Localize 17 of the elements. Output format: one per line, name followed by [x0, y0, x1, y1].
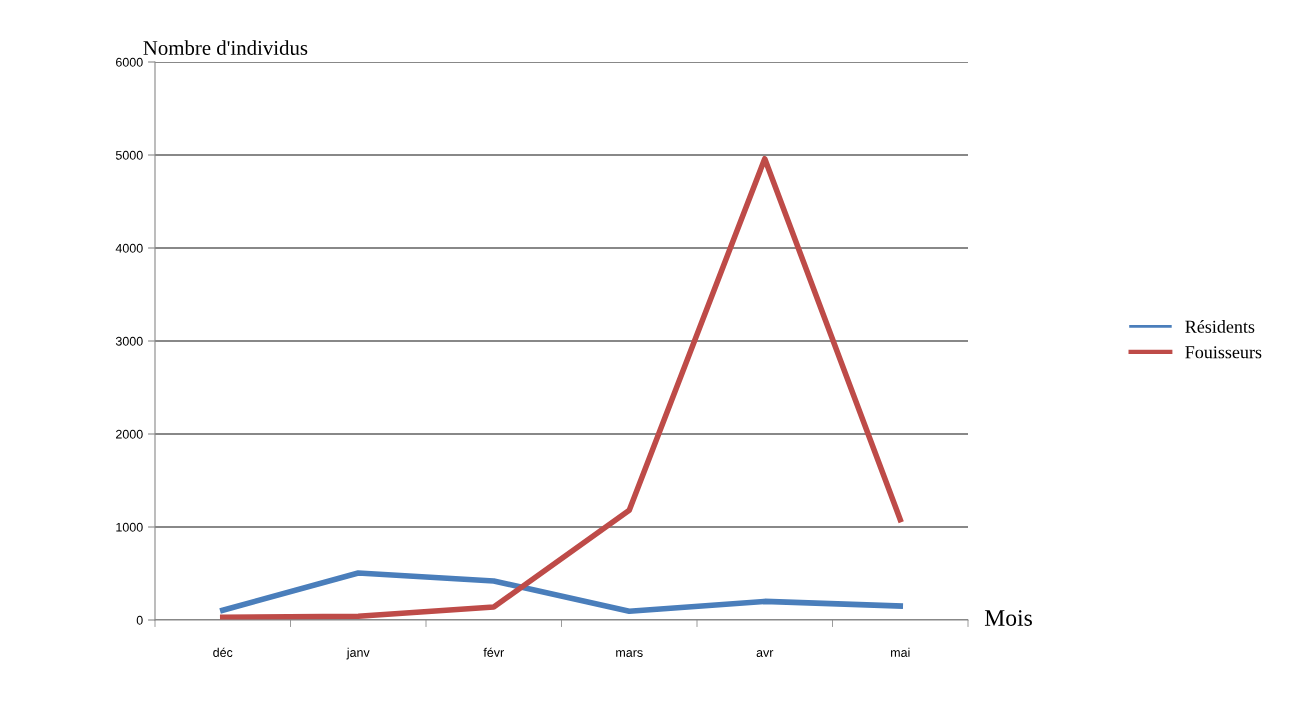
y-tick-label: 5000: [115, 150, 143, 160]
y-tick-label: 0: [136, 615, 143, 625]
y-tick-label: 3000: [115, 336, 143, 346]
x-tick-label: mars: [616, 650, 643, 657]
x-tick-label: avr: [756, 650, 774, 657]
y-tick-label: 1000: [116, 522, 143, 532]
x-tick-label: janv: [346, 647, 370, 660]
x-tick-label: mai: [891, 647, 910, 657]
legend-label: Résidents: [1185, 320, 1255, 333]
x-axis-title: Mois: [984, 610, 1032, 626]
y-axis-title: Nombre d'individus: [143, 40, 308, 55]
x-tick-label: févr: [483, 647, 504, 657]
y-tick-label: 2000: [116, 429, 143, 439]
x-tick-label: déc: [213, 647, 233, 657]
legend-label: Fouisseurs: [1185, 346, 1262, 359]
y-tick-label: 6000: [116, 57, 143, 67]
y-tick-label: 4000: [115, 243, 143, 253]
